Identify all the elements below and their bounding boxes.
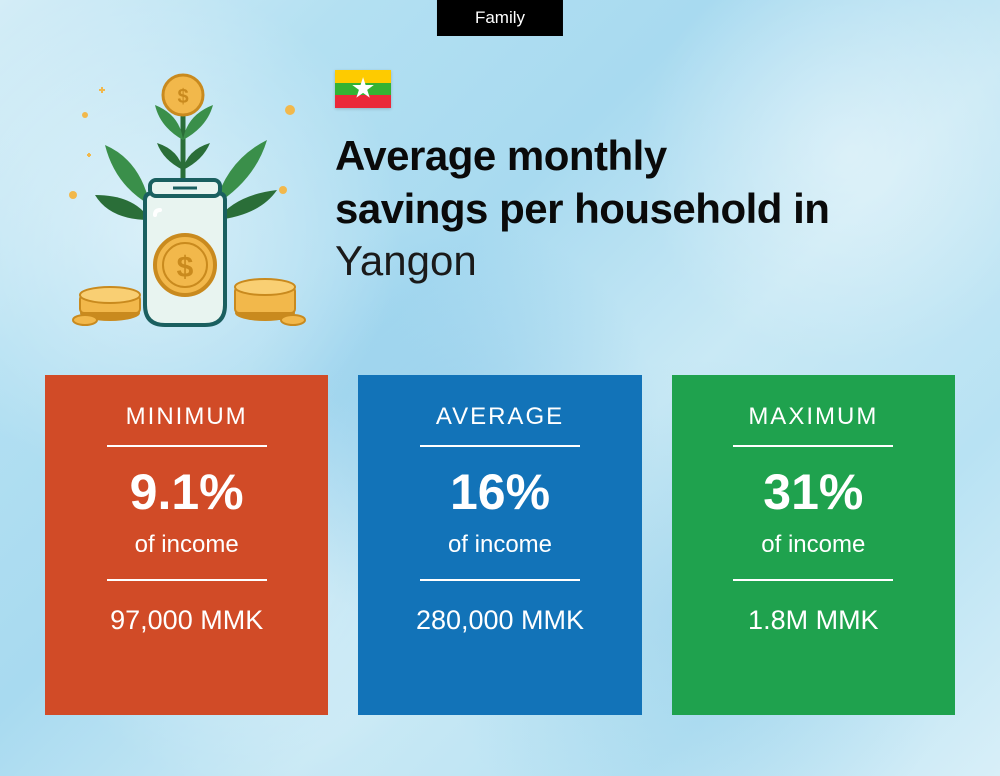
title-line-2: savings per household in — [335, 183, 829, 236]
stat-label: MAXIMUM — [748, 403, 878, 431]
stat-sub: of income — [761, 531, 865, 559]
stat-card-maximum: MAXIMUM 31% of income 1.8M MMK — [672, 375, 955, 715]
stat-label: AVERAGE — [436, 403, 564, 431]
title-location: Yangon — [335, 235, 829, 288]
title-line-1: Average monthly — [335, 130, 829, 183]
stat-sub: of income — [448, 531, 552, 559]
stat-percent: 9.1% — [130, 467, 244, 517]
stat-percent: 16% — [450, 467, 550, 517]
title-block: ★ Average monthly savings per household … — [335, 55, 829, 288]
myanmar-flag-icon: ★ — [335, 70, 391, 108]
svg-text:$: $ — [177, 86, 188, 108]
stat-amount: 280,000 MMK — [416, 605, 584, 636]
stat-sub: of income — [135, 531, 239, 559]
svg-text:$: $ — [177, 251, 194, 284]
stat-card-average: AVERAGE 16% of income 280,000 MMK — [358, 375, 641, 715]
stat-cards: MINIMUM 9.1% of income 97,000 MMK AVERAG… — [0, 335, 1000, 715]
divider — [420, 445, 580, 447]
stat-label: MINIMUM — [126, 403, 248, 431]
divider — [420, 579, 580, 581]
stat-amount: 97,000 MMK — [110, 605, 263, 636]
stat-amount: 1.8M MMK — [748, 605, 879, 636]
divider — [107, 579, 267, 581]
divider — [733, 445, 893, 447]
stat-card-minimum: MINIMUM 9.1% of income 97,000 MMK — [45, 375, 328, 715]
header: $ $ ★ — [0, 0, 1000, 335]
divider — [107, 445, 267, 447]
savings-jar-illustration: $ $ — [55, 55, 315, 335]
divider — [733, 579, 893, 581]
category-badge: Family — [437, 0, 563, 36]
stat-percent: 31% — [763, 467, 863, 517]
